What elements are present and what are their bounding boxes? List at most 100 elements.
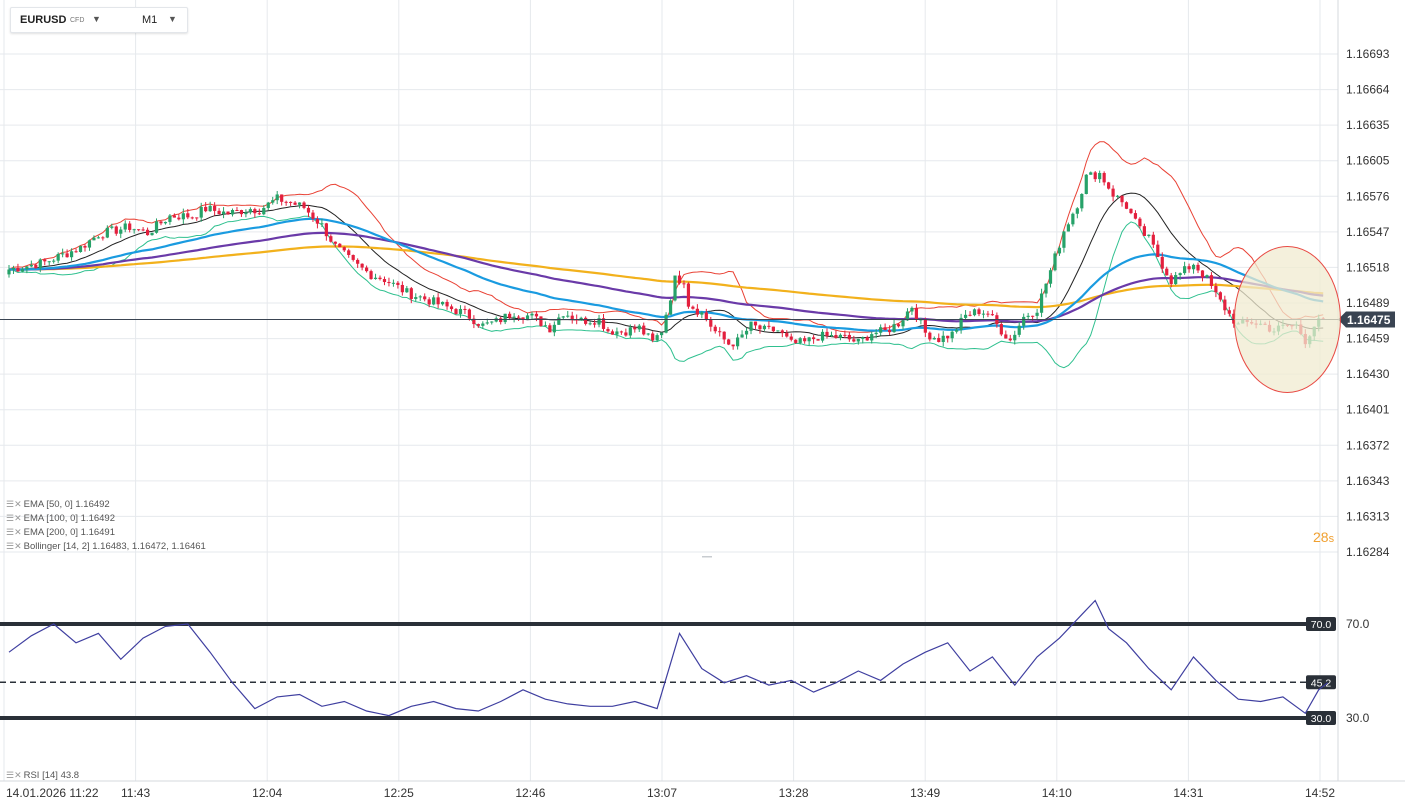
- candle: [52, 260, 56, 262]
- chart-grid: [0, 0, 1405, 782]
- legend-bollinger-label: Bollinger [14, 2] 1.16483, 1.16472, 1.16…: [23, 541, 206, 552]
- candle: [704, 312, 708, 321]
- candle: [213, 205, 217, 211]
- candle: [356, 259, 360, 264]
- legend-ema100[interactable]: ☰✕ EMA [100, 0] 1.16492: [6, 513, 115, 524]
- candle: [896, 324, 901, 327]
- price-tick-label: 1.16489: [1346, 296, 1390, 310]
- chevron-down-icon[interactable]: ▼: [92, 14, 101, 24]
- candle: [1115, 195, 1120, 197]
- candle: [1187, 266, 1191, 270]
- candle: [163, 221, 168, 224]
- candle: [785, 332, 789, 337]
- rsi-level-tag: [1306, 711, 1336, 725]
- candle: [1218, 292, 1222, 300]
- candle: [642, 325, 646, 335]
- candle: [391, 282, 396, 284]
- rsi-pane[interactable]: 70.0 70.0 30.0 30.0 45.2: [0, 599, 1370, 726]
- candle: [1111, 188, 1115, 197]
- candle: [981, 313, 986, 315]
- candle: [92, 237, 96, 241]
- candle: [963, 314, 968, 318]
- legend-ema100-label: EMA [100, 0] 1.16492: [23, 513, 115, 524]
- candle: [928, 332, 932, 340]
- time-tick-label: 13:28: [779, 786, 809, 800]
- legend-bollinger[interactable]: ☰✕ Bollinger [14, 2] 1.16483, 1.16472, 1.…: [6, 541, 206, 552]
- symbol-label[interactable]: EURUSD: [20, 14, 67, 26]
- candle: [1066, 224, 1070, 232]
- settings-close-icon[interactable]: ☰✕: [6, 527, 22, 537]
- settings-close-icon[interactable]: ☰✕: [6, 499, 22, 509]
- candle: [530, 313, 534, 316]
- candle: [150, 232, 154, 236]
- candle: [1048, 270, 1053, 284]
- candle: [195, 217, 199, 219]
- candle: [342, 247, 346, 251]
- candle: [61, 253, 65, 255]
- candle: [955, 329, 959, 332]
- candle: [646, 333, 650, 335]
- settings-close-icon[interactable]: ☰✕: [6, 513, 22, 523]
- legend-ema50[interactable]: ☰✕ EMA [50, 0] 1.16492: [6, 499, 110, 510]
- candle: [96, 237, 100, 239]
- candle: [516, 316, 521, 318]
- candle: [34, 264, 38, 269]
- candle: [463, 308, 467, 310]
- axis-labels: 1.16693 1.16664 1.16635 1.16605 1.16576 1.165…: [6, 47, 1390, 800]
- symbol-selector[interactable]: EURUSD CFD ▼ M1 ▼: [10, 7, 188, 33]
- candle: [1084, 174, 1088, 195]
- price-tick-label: 1.16430: [1346, 367, 1390, 381]
- candle: [101, 237, 105, 239]
- candle: [409, 288, 413, 299]
- candle: [923, 319, 927, 333]
- price-tick-label: 1.16664: [1346, 83, 1390, 97]
- candle: [159, 221, 163, 224]
- candle: [552, 324, 556, 333]
- candle: [347, 250, 351, 256]
- candle: [570, 315, 574, 320]
- candle: [771, 326, 775, 332]
- settings-close-icon[interactable]: ☰✕: [6, 541, 22, 551]
- candle: [1017, 325, 1021, 335]
- price-pane[interactable]: 1.16475: [0, 141, 1395, 393]
- chevron-down-icon[interactable]: ▼: [168, 14, 177, 24]
- candle: [606, 328, 610, 332]
- candle: [601, 318, 606, 329]
- pane-resize-handle: [702, 556, 712, 558]
- candle: [1147, 234, 1151, 236]
- candle: [901, 320, 905, 327]
- candle: [767, 325, 771, 327]
- candle: [360, 263, 364, 268]
- candle: [56, 253, 60, 261]
- candle: [807, 337, 811, 342]
- price-tick-label: 1.16693: [1346, 47, 1390, 61]
- candle: [624, 332, 628, 336]
- candle: [736, 337, 740, 347]
- candle: [177, 217, 181, 220]
- legend-ema200[interactable]: ☰✕ EMA [200, 0] 1.16491: [6, 527, 115, 538]
- candle: [592, 323, 597, 325]
- candle: [1169, 275, 1173, 285]
- candle: [123, 223, 127, 230]
- candle: [914, 307, 919, 320]
- candle: [677, 275, 682, 284]
- candle: [235, 210, 239, 212]
- candle: [110, 226, 114, 228]
- candle: [740, 334, 744, 338]
- candle: [20, 269, 25, 272]
- candle: [503, 313, 507, 323]
- settings-close-icon[interactable]: ☰✕: [6, 770, 22, 780]
- candle: [105, 227, 109, 238]
- candle: [843, 334, 847, 336]
- candle: [990, 314, 994, 316]
- legend-rsi[interactable]: ☰✕ RSI [14] 43.8: [6, 770, 79, 781]
- candle: [865, 337, 869, 341]
- candle: [789, 336, 793, 340]
- rsi-level-tag-label: 30.0: [1311, 713, 1332, 725]
- candle: [293, 202, 297, 205]
- timeframe-label[interactable]: M1: [142, 14, 158, 26]
- candle: [1120, 195, 1124, 203]
- candle: [1227, 310, 1231, 314]
- candle: [695, 308, 699, 315]
